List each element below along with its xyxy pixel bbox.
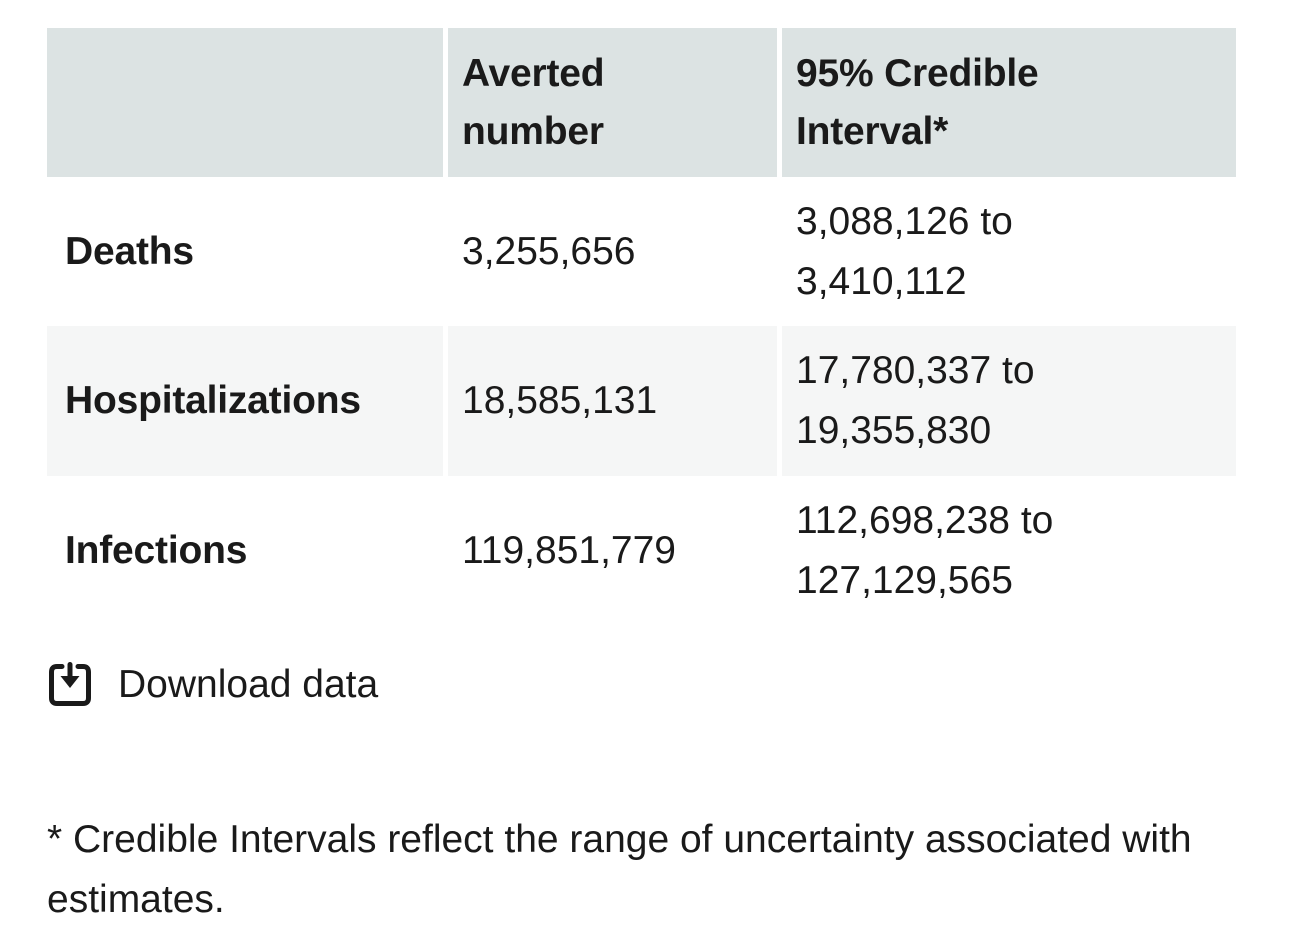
header-averted-line1: Averted — [462, 51, 605, 95]
ci-line1: 17,780,337 to — [796, 349, 1035, 392]
download-data-button[interactable]: Download data — [47, 662, 378, 708]
credible-interval-footnote: * Credible Intervals reflect the range o… — [47, 818, 1192, 921]
averted-value: 18,585,131 — [448, 326, 777, 476]
averted-outcomes-table: Averted number 95% Credible Interval* De… — [47, 28, 1236, 626]
ci-line2: 127,129,565 — [796, 559, 1013, 602]
header-cell-credible-interval: 95% Credible Interval* — [782, 28, 1236, 177]
ci-line2: 3,410,112 — [796, 259, 967, 303]
credible-interval-value: 3,088,126 to 3,410,112 — [782, 177, 1236, 326]
header-cell-empty — [47, 28, 443, 177]
table-row-infections: Infections 119,851,779 112,698,238 to 12… — [47, 476, 1236, 626]
download-icon — [49, 662, 91, 706]
header-ci-line1: 95% Credible — [796, 51, 1039, 95]
header-ci-line2: Interval* — [796, 109, 949, 153]
row-label: Deaths — [65, 229, 194, 273]
row-label: Infections — [65, 529, 248, 572]
header-averted-line2: number — [462, 109, 604, 153]
row-label: Hospitalizations — [47, 326, 443, 476]
ci-line1: 3,088,126 to — [796, 199, 1013, 243]
table-row-deaths: Deaths 3,255,656 3,088,126 to 3,410,112 — [47, 177, 1236, 326]
averted-value: 3,255,656 — [462, 229, 636, 273]
table-row-hospitalizations: Hospitalizations 18,585,131 17,780,337 t… — [47, 326, 1236, 476]
table-header-row: Averted number 95% Credible Interval* — [47, 28, 1236, 177]
averted-value: 119,851,779 — [462, 529, 676, 572]
header-cell-averted-number: Averted number — [448, 28, 777, 177]
ci-line1: 112,698,238 to — [796, 499, 1054, 542]
credible-interval-value: 112,698,238 to 127,129,565 — [782, 476, 1236, 626]
credible-interval-value: 17,780,337 to 19,355,830 — [782, 326, 1236, 476]
download-data-label: Download data — [118, 663, 379, 706]
ci-line2: 19,355,830 — [796, 409, 992, 452]
